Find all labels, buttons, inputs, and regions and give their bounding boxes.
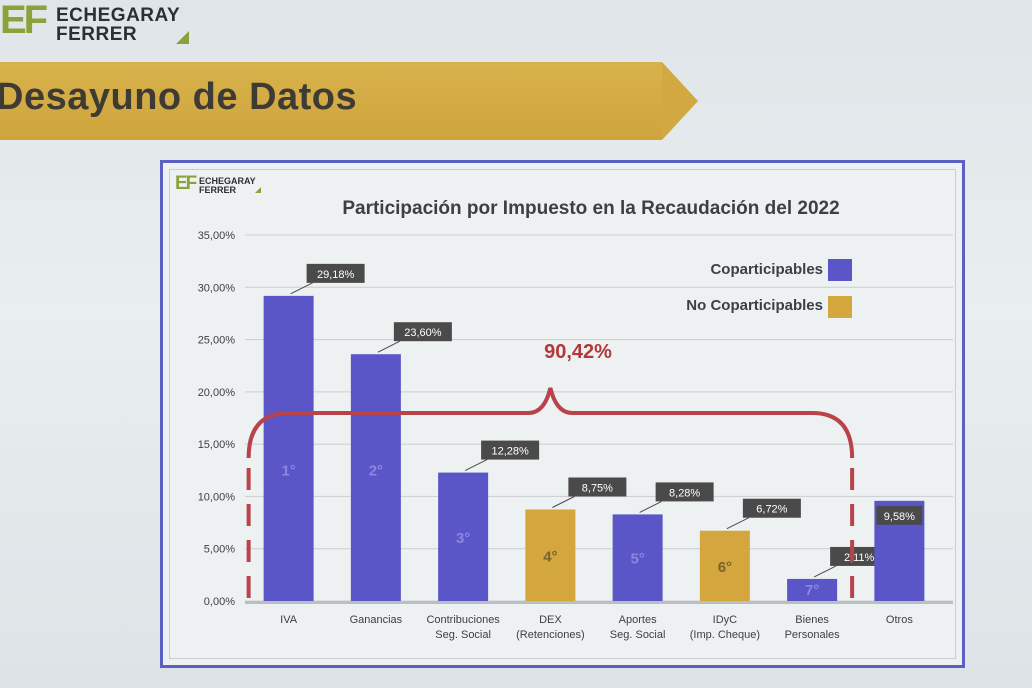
value-label-leader (813, 565, 837, 578)
value-label-box (568, 477, 627, 497)
bar (787, 578, 838, 601)
x-category-label: (Retenciones) (516, 629, 584, 641)
y-tick-label: 35,00% (198, 230, 236, 242)
y-tick-label: 20,00% (198, 387, 236, 399)
y-tick-label: 15,00% (198, 439, 236, 451)
rank-label: 4° (543, 548, 557, 565)
x-category-label: IDyC (713, 614, 738, 626)
bar (525, 509, 576, 601)
chart-frame: EF ECHEGARAY FERRER Participación por Im… (160, 160, 965, 668)
title-banner (0, 62, 662, 140)
chart-logo-line-1: ECHEGARAY (199, 176, 256, 186)
logo-mark: EF (0, 0, 48, 42)
x-category-label: (Imp. Cheque) (690, 629, 760, 641)
value-label-box (655, 482, 714, 502)
value-label: 23,60% (404, 327, 442, 339)
chart-logo: EF ECHEGARAY FERRER (175, 173, 275, 199)
logo-line-2: FERRER (56, 24, 138, 45)
bracket-total-label: 90,42% (544, 341, 612, 363)
x-category-label: Otros (886, 614, 913, 626)
value-label-box (393, 322, 452, 342)
value-label-leader (290, 282, 313, 295)
legend-label-no-coparticipables: No Coparticipables (686, 297, 823, 314)
value-label-leader (377, 340, 401, 353)
bar (263, 295, 314, 601)
y-tick-label: 5,00% (204, 544, 235, 556)
value-label: 9,58% (884, 511, 915, 523)
value-label-leader (552, 496, 575, 508)
value-label: 6,72% (756, 504, 787, 516)
chart-title: Participación por Impuesto en la Recauda… (342, 198, 840, 219)
bar (438, 472, 489, 601)
y-tick-label: 10,00% (198, 491, 236, 503)
rank-label: 5° (630, 551, 644, 568)
banner-arrow-icon (662, 62, 698, 140)
x-category-label: Seg. Social (610, 629, 666, 641)
chart-logo-name: ECHEGARAY FERRER (199, 177, 256, 195)
x-category-label: DEX (539, 614, 562, 626)
value-label: 8,75% (582, 483, 613, 495)
company-logo: EF ECHEGARAY FERRER (0, 0, 200, 46)
x-category-label: Seg. Social (435, 629, 491, 641)
x-category-label: Personales (785, 629, 841, 641)
bar (612, 514, 663, 601)
value-label-box (742, 498, 801, 518)
rank-label: 2° (369, 463, 383, 480)
y-tick-label: 0,00% (204, 596, 235, 608)
chart-inner-border (169, 169, 956, 659)
x-category-label: Ganancias (350, 614, 403, 626)
value-label: 29,18% (317, 269, 355, 281)
bracket-curve (246, 387, 855, 459)
value-label-box (830, 546, 889, 566)
bar (699, 530, 750, 601)
value-label-box (481, 440, 540, 460)
rank-label: 3° (456, 530, 470, 547)
value-label-box (306, 263, 365, 283)
chart-logo-mark: EF (175, 173, 197, 194)
x-category-label: Bienes (795, 614, 829, 626)
value-label: 2,11% (844, 552, 875, 564)
y-tick-label: 25,00% (198, 335, 236, 347)
value-label-leader (639, 500, 662, 513)
legend-swatch-coparticipables (828, 259, 852, 281)
value-label: 12,28% (491, 446, 529, 458)
logo-triangle-icon (176, 31, 189, 44)
rank-label: 7° (805, 582, 819, 599)
rank-label: 6° (718, 559, 732, 576)
bar (350, 354, 401, 601)
x-category-label: IVA (280, 614, 298, 626)
legend-swatch-no-coparticipables (828, 296, 852, 318)
slide-title: Desayuno de Datos (0, 76, 358, 118)
value-label-leader (464, 459, 488, 472)
logo-name: ECHEGARAY FERRER (56, 6, 180, 44)
x-category-label: Contribuciones (426, 614, 500, 626)
value-label-leader (726, 517, 750, 530)
value-label: 8,28% (669, 487, 700, 499)
y-tick-label: 30,00% (198, 282, 236, 294)
value-label-box (876, 505, 923, 525)
axis-floor (245, 601, 953, 604)
bar-chart: 0,00% 5,00% 10,00% 15,00% 20,00% 25,00% 30,00%… (198, 230, 953, 641)
chart-logo-line-2: FERRER (199, 185, 237, 195)
x-category-label: Aportes (619, 614, 657, 626)
legend-label-coparticipables: Coparticipables (710, 261, 823, 278)
logo-line-1: ECHEGARAY (56, 5, 181, 26)
chart-logo-triangle-icon (255, 187, 261, 193)
rank-label: 1° (281, 463, 295, 480)
